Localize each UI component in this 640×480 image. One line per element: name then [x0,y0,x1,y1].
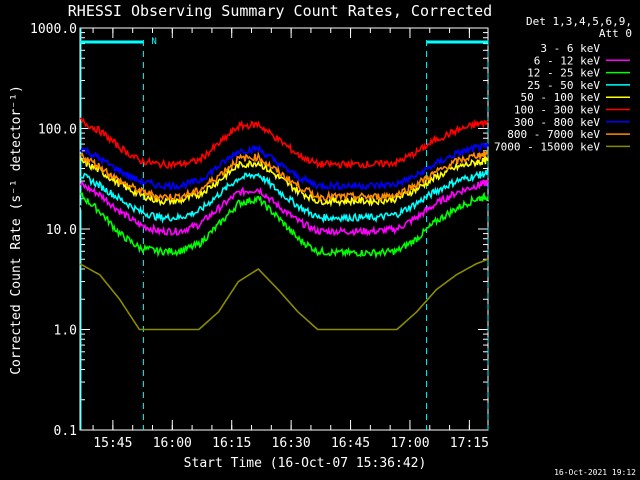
series-line [79,149,489,202]
legend-header-line-1: Det 1,3,4,5,6,9, [526,15,632,28]
legend-entry-label: 300 - 800 keV [514,116,600,129]
y-axis-label: Corrected Count Rate (s⁻¹ detector⁻¹) [9,85,24,375]
x-tick-label: 16:15 [212,436,251,451]
series-line [79,142,489,192]
y-tick-label: 1.0 [54,324,77,339]
series-layer [79,117,489,331]
series-line [79,191,489,260]
legend-entry-label: 800 - 7000 keV [507,128,600,141]
y-tick-label: 0.1 [54,424,77,439]
night-annotations: N [80,28,489,430]
series-line [79,117,489,170]
y-tick-label: 100.0 [38,123,77,138]
legend-entry-label: 50 - 100 keV [521,91,601,104]
x-tick-label: 16:00 [153,436,192,451]
legend-header-line-2: Att 0 [599,27,632,40]
y-tick-label: 1000.0 [30,22,77,37]
legend-entry-label: 6 - 12 keV [534,54,601,67]
x-tick-label: 16:30 [272,436,311,451]
x-tick-label: 16:45 [331,436,370,451]
footer-timestamp: 16-Oct-2021 19:12 [554,468,636,477]
legend-entry-label: 7000 - 15000 keV [494,140,600,153]
x-axis: 15:45 16:00 16:15 16:30 16:45 17:00 17:15 [92,28,489,451]
x-tick-label: 17:00 [390,436,429,451]
series-line [79,154,489,208]
plot-area: 0.1 1.0 10.0 100.0 1000.0 15:45 16:00 16:15 16:… [30,22,489,451]
x-tick-label: 17:15 [450,436,489,451]
series-line [79,168,489,225]
x-tick-label: 15:45 [93,436,132,451]
series-line [79,201,489,285]
series-line [79,258,489,331]
legend-entry-label: 3 - 6 keV [540,42,600,55]
legend-entry-label: 25 - 50 keV [527,79,600,92]
y-tick-label: 10.0 [46,223,77,238]
x-axis-label: Start Time (16-Oct-07 15:36:42) [184,456,427,471]
night-marker-label: N [151,37,156,47]
legend-entry-label: 12 - 25 keV [527,67,600,80]
y-axis: 0.1 1.0 10.0 100.0 1000.0 [30,22,488,439]
chart-title: RHESSI Observing Summary Count Rates, Co… [68,2,492,20]
series-line [79,179,489,237]
legend-entry-label: 100 - 300 keV [514,104,600,117]
